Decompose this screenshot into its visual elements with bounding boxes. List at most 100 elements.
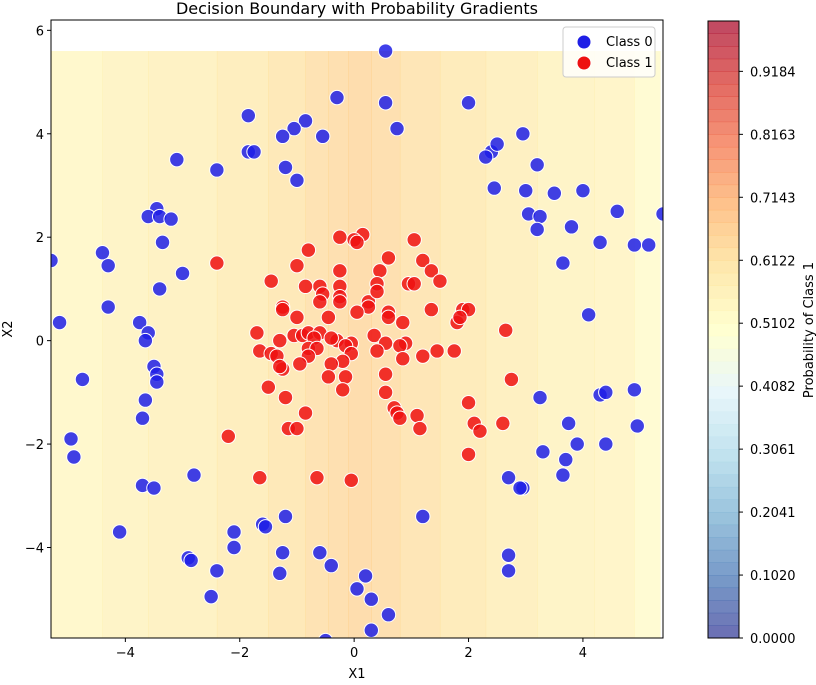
class-0-point — [51, 314, 68, 331]
class-0-point — [532, 208, 548, 225]
class-0-point — [257, 519, 274, 535]
colorbar-segment — [708, 499, 739, 513]
class-0-point — [515, 126, 531, 142]
colorbar-segment — [708, 524, 739, 538]
y-tick-label: −4 — [25, 541, 44, 556]
colorbar-segment — [708, 272, 739, 286]
class-0-point — [415, 508, 431, 525]
colorbar-tick-label: 0.6122 — [750, 254, 796, 269]
colorbar-segment — [708, 449, 739, 463]
class-0-point — [529, 221, 545, 238]
class-1-point — [392, 410, 408, 426]
colorbar-segment — [708, 486, 739, 500]
class-0-point — [111, 524, 128, 540]
colorbar-segment — [708, 159, 739, 173]
class-1-point — [395, 351, 411, 367]
colorbar — [707, 20, 740, 639]
class-0-point — [146, 480, 162, 496]
y-tick-label: 4 — [36, 128, 44, 143]
class-0-point — [186, 467, 202, 483]
class-1-point — [297, 405, 314, 421]
class-1-point — [380, 250, 397, 266]
class-0-point — [137, 332, 154, 349]
class-1-point — [503, 371, 520, 388]
class-0-point — [100, 299, 116, 315]
class-1-point — [415, 348, 431, 364]
colorbar-segment — [708, 612, 739, 626]
class-1-point — [395, 314, 411, 331]
class-0-point — [535, 444, 551, 460]
class-0-point — [560, 415, 577, 432]
class-1-point — [366, 327, 382, 344]
class-0-point — [377, 43, 394, 59]
colorbar-tick-label: 0.2041 — [750, 506, 796, 521]
colorbar-segment — [708, 209, 739, 223]
class-0-point — [500, 469, 517, 486]
class-1-point — [320, 309, 337, 326]
colorbar-segment — [708, 461, 739, 475]
class-0-point — [277, 508, 294, 525]
class-1-point — [335, 382, 351, 398]
class-0-point — [558, 451, 574, 468]
class-0-point — [555, 467, 571, 483]
class-0-point — [240, 107, 257, 124]
class-0-point — [209, 563, 225, 579]
class-0-point — [289, 172, 305, 189]
class-1-point — [289, 309, 305, 326]
y-axis: −4 −2 0 2 4 6 — [25, 24, 51, 556]
colorbar-segment — [708, 575, 739, 589]
class-0-point — [518, 182, 534, 199]
legend-label-class-0: Class 0 — [606, 35, 653, 50]
class-1-point — [377, 366, 394, 382]
colorbar-segment — [708, 247, 739, 261]
x-axis: −4 −2 0 2 4 — [116, 638, 587, 661]
class-1-point — [349, 304, 365, 320]
class-1-point — [406, 276, 422, 292]
colorbar-segment — [708, 474, 739, 488]
colorbar-segment — [708, 96, 739, 110]
class-0-point — [149, 374, 165, 390]
class-1-point — [332, 229, 348, 245]
class-1-point — [309, 469, 325, 486]
colorbar-tick-label: 0.5102 — [750, 317, 796, 332]
probability-band — [348, 51, 372, 638]
colorbar-segment — [708, 197, 739, 211]
class-1-point — [412, 420, 428, 437]
class-1-point — [372, 263, 388, 279]
class-0-point — [323, 557, 339, 574]
class-1-point — [312, 294, 328, 310]
probability-band — [51, 51, 103, 638]
class-1-point — [415, 252, 431, 269]
class-0-point — [151, 281, 168, 297]
legend: Class 0 Class 1 — [562, 26, 656, 78]
class-0-point — [272, 565, 288, 582]
class-1-point — [260, 379, 277, 395]
class-0-point — [100, 257, 116, 274]
data-points — [51, 43, 663, 638]
class-0-point — [274, 544, 291, 561]
class-1-point — [289, 420, 305, 437]
colorbar-segment — [708, 323, 739, 337]
class-1-point — [380, 309, 397, 326]
class-1-point — [272, 332, 288, 349]
class-0-point — [74, 371, 91, 388]
class-1-point — [274, 301, 291, 318]
class-1-point — [332, 294, 348, 310]
colorbar-tick-label: 0.1020 — [750, 569, 796, 584]
probability-band — [634, 51, 661, 638]
class-0-point — [209, 162, 225, 178]
class-0-point — [297, 113, 314, 129]
class-0-point — [569, 436, 585, 452]
class-0-point — [226, 539, 242, 556]
class-0-point — [500, 547, 517, 563]
class-0-point — [598, 384, 614, 401]
class-1-point — [349, 234, 365, 251]
colorbar-segment — [708, 184, 739, 198]
x-tick-label: 0 — [350, 646, 358, 661]
class-1-point — [323, 356, 339, 372]
colorbar-segment — [708, 625, 739, 639]
colorbar-segment — [708, 398, 739, 412]
colorbar-segment — [708, 600, 739, 614]
class-1-point — [498, 322, 514, 338]
colorbar-ticks: 0.0000 0.1020 0.2041 0.3061 0.4082 0.5102 0.61… — [739, 65, 796, 647]
